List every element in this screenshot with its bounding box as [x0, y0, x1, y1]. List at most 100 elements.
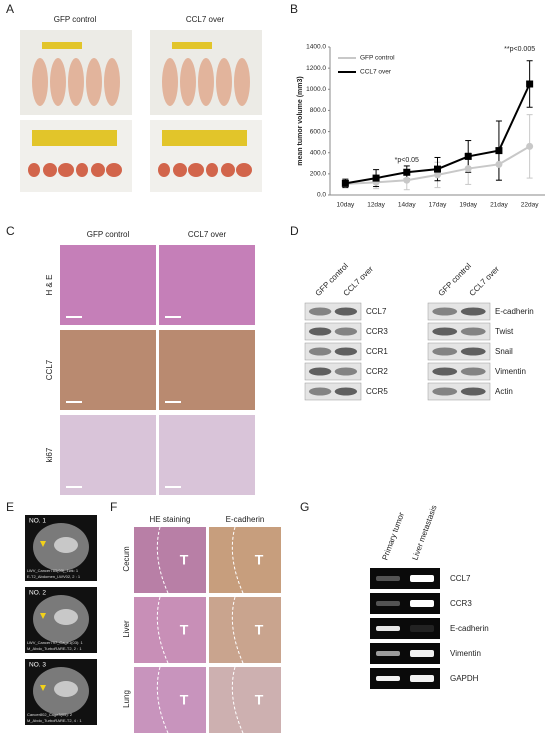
band — [376, 676, 400, 681]
y-tick-label: 200.0 — [310, 171, 327, 178]
point — [434, 171, 441, 179]
column-label: E-cadherin — [226, 515, 265, 524]
y-axis-label: mean tumor volume (mm3) — [297, 76, 304, 165]
x-tick-label: 10day — [336, 202, 354, 209]
blot — [304, 382, 362, 401]
micrograph — [60, 245, 156, 325]
panel-letter: D — [290, 224, 299, 238]
blot — [427, 382, 491, 401]
tumor — [43, 163, 57, 177]
band — [308, 327, 332, 336]
y-tick-label: 1200.0 — [306, 65, 326, 72]
band — [376, 601, 400, 606]
x-tick-label: 17day — [429, 202, 447, 209]
legend-label: GFP control — [360, 55, 395, 62]
blot — [427, 342, 491, 361]
row-label: Cecum — [122, 546, 131, 572]
column-label: CCL7 over — [188, 230, 227, 239]
tumor — [58, 163, 74, 177]
mouse — [234, 58, 250, 106]
scan-caption: M_Abdo_TurboRARE-T2, 2 : 1 — [27, 646, 82, 651]
row-label: E-cadherin — [495, 307, 534, 316]
scan-label: NO. 2 — [29, 590, 46, 597]
y-tick-label: 600.0 — [310, 128, 327, 135]
organ — [54, 609, 78, 625]
tumor-marker: T — [255, 552, 264, 568]
panel-letter: F — [110, 500, 117, 514]
x-tick-label: 12day — [367, 202, 385, 209]
band — [410, 650, 434, 657]
band — [432, 307, 458, 316]
annotation: **p<0.005 — [504, 46, 535, 53]
blot — [427, 322, 491, 341]
row-label: H & E — [45, 275, 54, 296]
tumor — [158, 163, 170, 177]
blot — [304, 302, 362, 321]
row-label: E-cadherin — [450, 624, 489, 633]
band — [334, 387, 358, 396]
band — [334, 347, 358, 356]
row-label: ki67 — [45, 447, 54, 462]
column-label: HE staining — [150, 515, 191, 524]
band — [460, 327, 486, 336]
point — [464, 152, 472, 160]
band — [460, 307, 486, 316]
point — [372, 174, 380, 182]
mouse — [198, 58, 214, 106]
scan-caption: Cancer802_Cage3(05): 2 — [27, 712, 73, 717]
tumor-marker: T — [255, 692, 264, 708]
tumor-border — [231, 596, 244, 664]
band — [334, 307, 358, 316]
row-label: Liver — [122, 620, 131, 638]
tumor-marker: T — [255, 622, 264, 638]
mouse — [162, 58, 178, 106]
scan-caption: E-T2_Abdomen_LWV02, 2 : 1 — [27, 574, 81, 579]
mouse — [50, 58, 66, 106]
ruler — [172, 42, 212, 49]
band — [460, 387, 486, 396]
x-tick-label: 19day — [459, 202, 477, 209]
blot — [304, 322, 362, 341]
band — [432, 387, 458, 396]
point — [464, 165, 472, 173]
y-tick-label: 1400.0 — [306, 44, 326, 51]
tumor-border — [156, 596, 169, 664]
column-label: CCL7 over — [468, 264, 502, 298]
micrograph — [209, 527, 281, 593]
y-tick-label: 0.0 — [317, 192, 326, 199]
tumor-border — [156, 666, 169, 734]
blot — [304, 342, 362, 361]
micrograph — [159, 245, 255, 325]
x-tick-label: 14day — [398, 202, 416, 209]
column-label: Primary tumor — [380, 511, 406, 562]
point — [526, 80, 534, 88]
band — [376, 651, 400, 656]
column-label: CCL7 over — [186, 15, 225, 24]
row-label: Lung — [122, 690, 131, 708]
row-label: Actin — [495, 387, 513, 396]
row-label: Snail — [495, 347, 513, 356]
gel — [370, 668, 440, 689]
legend-label: CCL7 over — [360, 69, 392, 76]
band — [410, 675, 434, 682]
mouse — [180, 58, 196, 106]
column-label: Liver metastasis — [410, 504, 438, 561]
band — [410, 625, 434, 632]
mouse — [216, 58, 232, 106]
mouse — [104, 58, 120, 106]
arrowhead — [40, 541, 46, 547]
gel — [370, 618, 440, 639]
micrograph — [60, 330, 156, 410]
band — [432, 347, 458, 356]
gel — [370, 593, 440, 614]
tumor-marker: T — [180, 552, 189, 568]
micrograph — [159, 330, 255, 410]
tumor-marker: T — [180, 622, 189, 638]
point — [403, 168, 411, 176]
scan-caption: LWV_Cancer785(03)_1wk: 1 — [27, 568, 79, 573]
band — [308, 367, 332, 376]
arrowhead — [40, 613, 46, 619]
panel-letter: G — [300, 500, 309, 514]
panel-letter: A — [6, 2, 14, 16]
band — [376, 576, 400, 581]
